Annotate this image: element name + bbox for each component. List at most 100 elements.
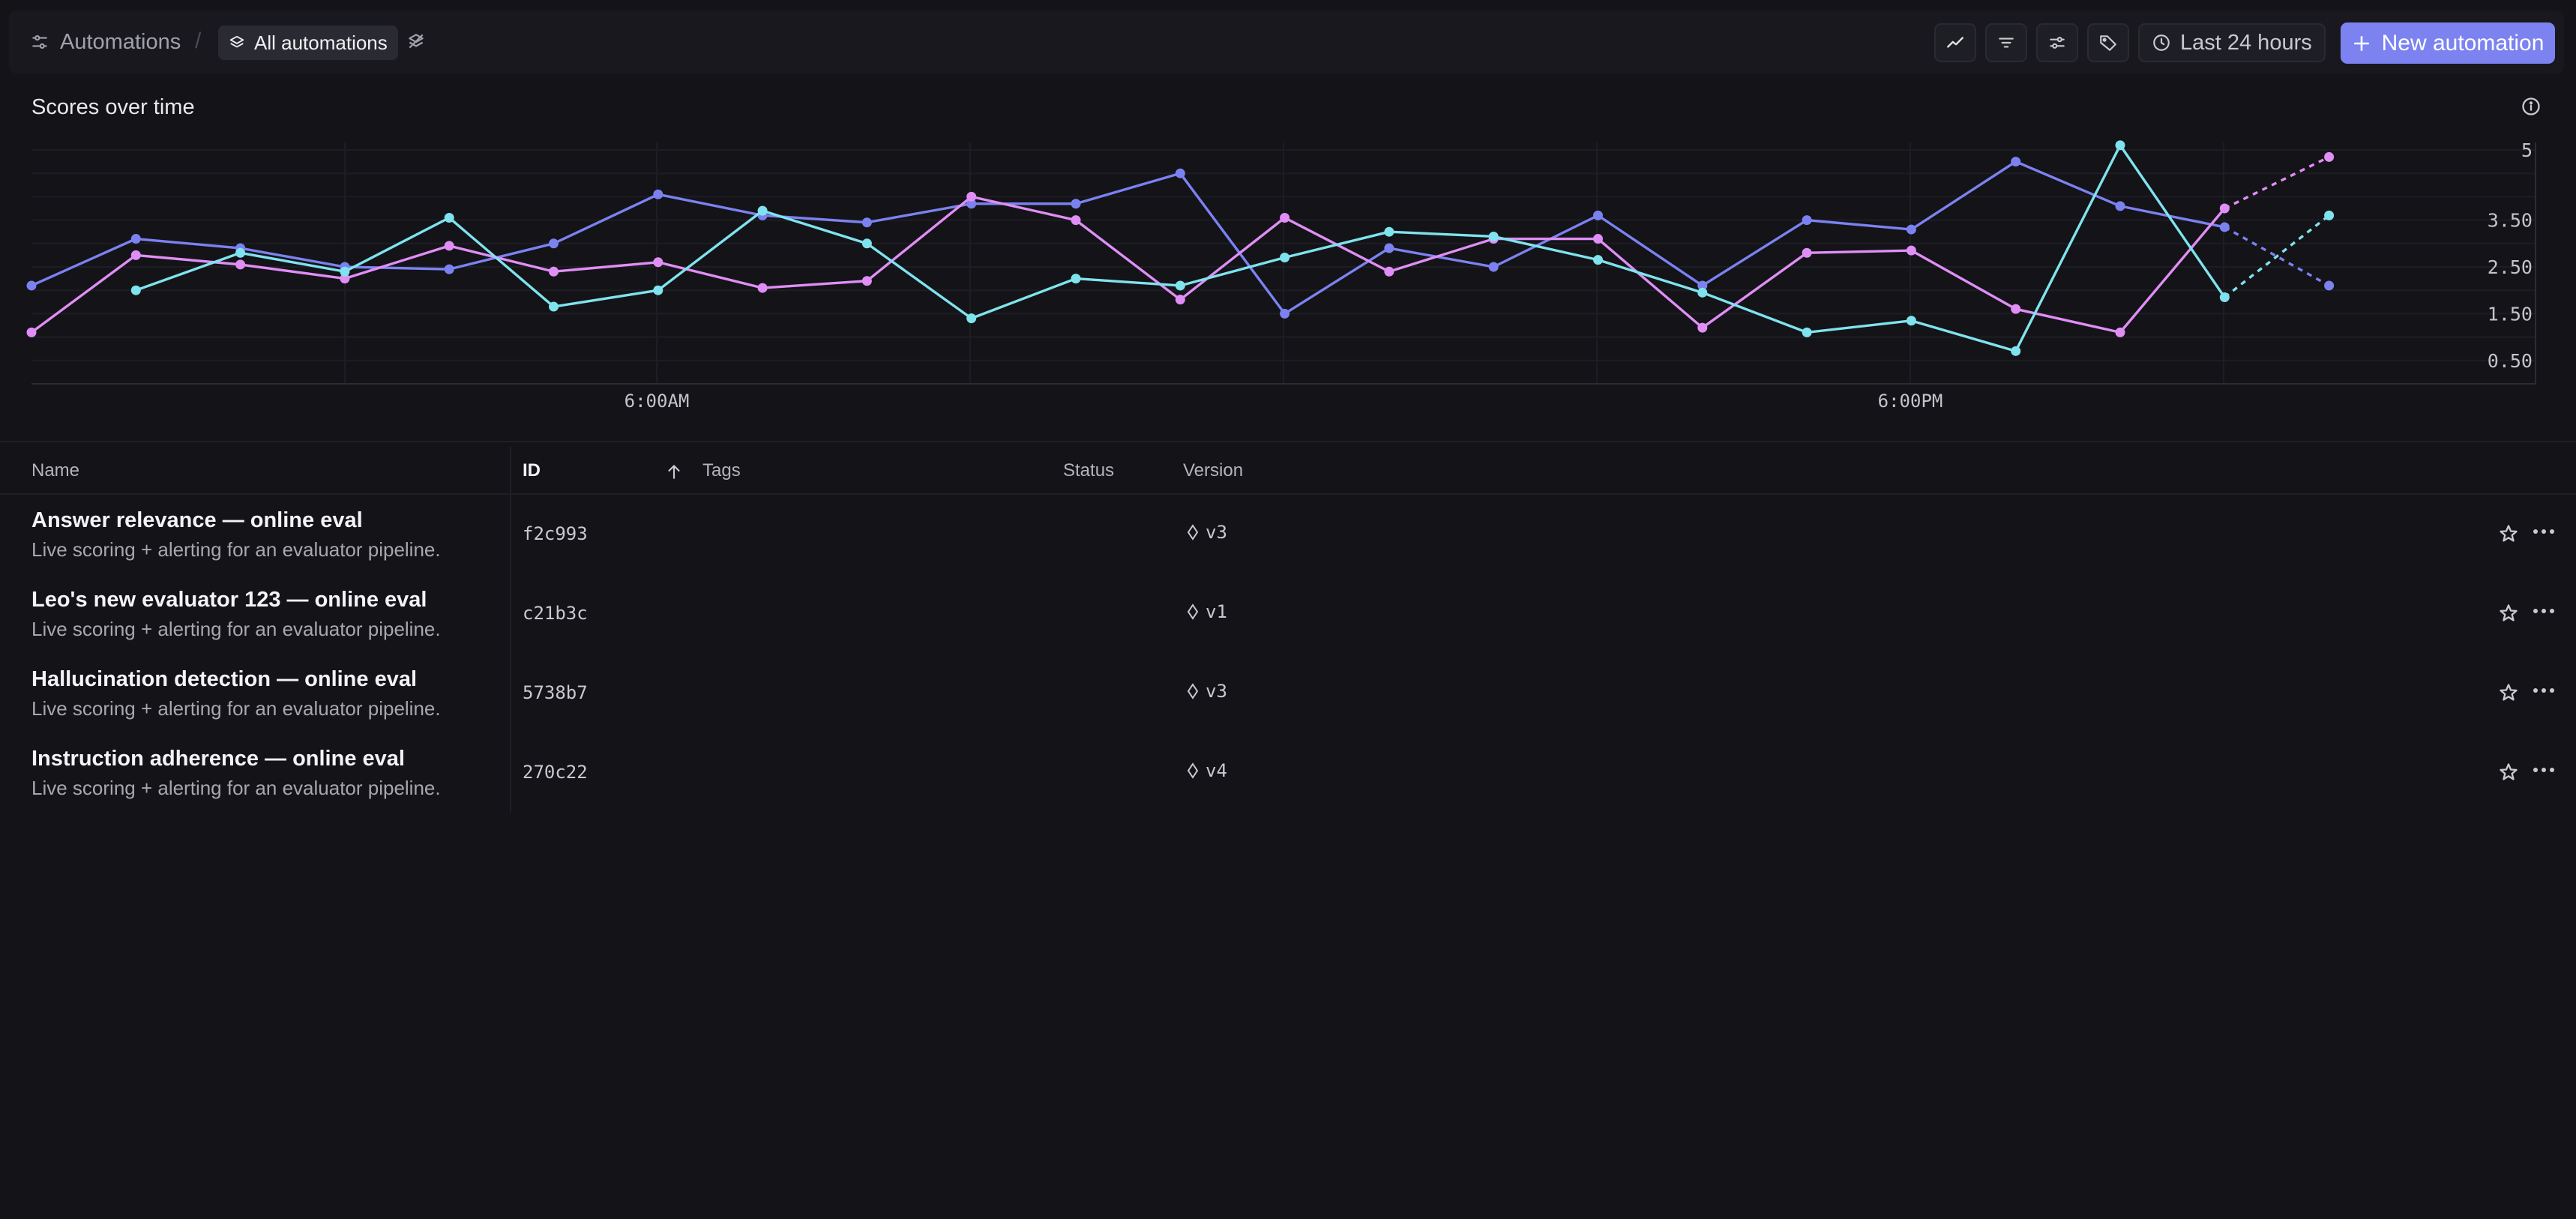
data-point[interactable] [26,327,37,337]
data-point[interactable] [1906,224,1916,235]
chart-toggle-button[interactable] [1934,23,1976,62]
data-point[interactable] [1488,231,1499,241]
table-row[interactable]: Leo's new evaluator 123 — online eval Liv… [0,574,2576,654]
data-point[interactable] [1906,316,1916,326]
data-point[interactable] [1697,280,1708,291]
data-point[interactable] [444,264,454,274]
data-point[interactable] [1802,215,1812,226]
table-row[interactable]: Answer relevance — online eval Live scori… [0,495,2576,574]
data-point[interactable] [1593,234,1603,244]
data-point[interactable] [2324,210,2335,220]
data-point[interactable] [2219,203,2230,214]
tags-button[interactable] [2087,23,2129,62]
data-point[interactable] [966,199,977,209]
data-point[interactable] [2219,292,2230,303]
data-point[interactable] [2219,222,2230,232]
new-automation-button[interactable]: New automation [2341,22,2555,64]
table-row[interactable]: Instruction adherence — online eval Live … [0,733,2576,813]
breadcrumb-automations[interactable]: Automations [30,10,181,73]
more-options-icon[interactable] [2533,528,2555,535]
data-point[interactable] [26,280,37,291]
data-point[interactable] [1697,322,1708,333]
data-point[interactable] [235,259,246,270]
current-view-label: All automations [254,31,388,54]
data-point[interactable] [340,274,350,284]
automation-name[interactable]: Answer relevance — online eval [31,508,363,532]
data-point[interactable] [966,191,977,202]
column-header-name[interactable]: Name [31,460,80,481]
data-point[interactable] [1802,247,1812,258]
automation-name[interactable]: Hallucination detection — online eval [31,667,418,691]
data-point[interactable] [1488,262,1499,272]
data-point[interactable] [444,241,454,251]
layers-off-icon[interactable] [406,31,426,51]
column-header-tags[interactable]: Tags [702,460,741,481]
data-point[interactable] [2011,304,2021,314]
table-row[interactable]: Hallucination detection — online eval Liv… [0,654,2576,733]
data-point[interactable] [2115,140,2125,151]
column-header-id[interactable]: ID [523,460,541,481]
data-point[interactable] [2324,280,2335,291]
data-point[interactable] [653,257,663,268]
data-point[interactable] [757,283,768,293]
data-point[interactable] [966,313,977,324]
data-point[interactable] [1697,287,1708,298]
version-diamond-icon [1187,524,1199,541]
data-point[interactable] [2324,151,2335,162]
data-point[interactable] [1906,245,1916,256]
data-point[interactable] [444,212,454,223]
data-point[interactable] [1280,212,1290,223]
data-point[interactable] [130,285,141,295]
data-point[interactable] [2011,157,2021,167]
data-point[interactable] [1280,308,1290,319]
star-icon[interactable] [2498,523,2519,544]
automation-id: 270c22 [523,762,588,783]
data-point[interactable] [549,301,559,312]
data-point[interactable] [2115,201,2125,211]
breadcrumb-current-view[interactable]: All automations [218,25,398,60]
data-point[interactable] [653,285,663,295]
automation-name[interactable]: Instruction adherence — online eval [31,747,405,771]
star-icon[interactable] [2498,603,2519,624]
star-icon[interactable] [2498,682,2519,703]
data-point[interactable] [653,189,663,199]
star-icon[interactable] [2498,762,2519,783]
data-point[interactable] [861,217,872,228]
data-point[interactable] [549,266,559,277]
data-point[interactable] [1593,255,1603,265]
data-point[interactable] [1071,274,1081,284]
time-range-button[interactable]: Last 24 hours [2138,23,2326,62]
data-point[interactable] [2011,346,2021,356]
data-point[interactable] [130,250,141,260]
column-header-version[interactable]: Version [1183,460,1244,481]
data-point[interactable] [2115,327,2125,337]
filter-button[interactable] [1985,23,2027,62]
sort-ascending-icon[interactable] [664,462,684,481]
data-point[interactable] [861,276,872,286]
data-point[interactable] [757,205,768,216]
automation-name[interactable]: Leo's new evaluator 123 — online eval [31,588,427,612]
more-options-icon[interactable] [2533,607,2555,615]
data-point[interactable] [1384,266,1394,277]
data-point[interactable] [235,247,246,258]
column-header-status[interactable]: Status [1063,460,1115,481]
data-point[interactable] [340,266,350,277]
data-point[interactable] [1593,210,1603,220]
more-options-icon[interactable] [2533,687,2555,694]
data-point[interactable] [1071,215,1081,226]
data-point[interactable] [1280,253,1290,263]
data-point[interactable] [861,238,872,249]
data-point[interactable] [130,234,141,244]
data-point[interactable] [1802,327,1812,337]
data-point[interactable] [549,238,559,249]
info-icon[interactable] [2521,96,2542,117]
data-point[interactable] [1071,199,1081,209]
data-point[interactable] [1384,226,1394,237]
new-automation-label: New automation [2381,30,2545,55]
data-point[interactable] [1175,168,1185,178]
data-point[interactable] [1175,280,1185,291]
data-point[interactable] [1175,295,1185,305]
data-point[interactable] [1384,243,1394,253]
display-options-button[interactable] [2036,23,2078,62]
more-options-icon[interactable] [2533,766,2555,774]
